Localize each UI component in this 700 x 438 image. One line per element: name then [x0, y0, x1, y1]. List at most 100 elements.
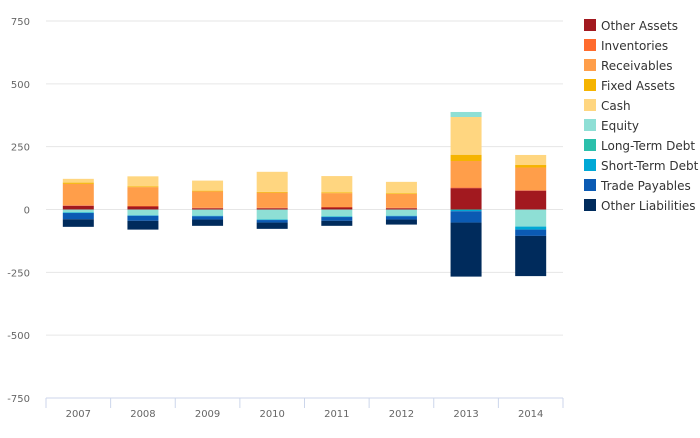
- legend-item-fixed-assets[interactable]: Fixed Assets: [584, 79, 675, 93]
- bar-inventories-2012[interactable]: [385, 207, 417, 209]
- bar-receivables-2008[interactable]: [127, 187, 159, 206]
- legend-item-long-term-debt[interactable]: Long-Term Debt: [584, 139, 695, 153]
- bar-equity-2007[interactable]: [62, 209, 94, 213]
- x-tick-label-2010: 2010: [259, 409, 284, 420]
- bar-other-assets-2014[interactable]: [515, 190, 547, 210]
- bar-fixed-assets-2011[interactable]: [321, 192, 353, 194]
- legend[interactable]: Other Assets Inventories Receivables Fixed …: [584, 19, 699, 213]
- legend-swatch: [584, 119, 596, 131]
- bar-cash-2011[interactable]: [321, 176, 353, 193]
- legend-swatch: [584, 39, 596, 51]
- legend-swatch: [584, 59, 596, 71]
- bar-other-assets-2008[interactable]: [127, 206, 159, 210]
- bar-trade-payables-2012[interactable]: [385, 216, 417, 220]
- bar-equity-2010[interactable]: [256, 209, 288, 220]
- bar-inventories-2011[interactable]: [321, 206, 353, 208]
- y-tick-label: -500: [7, 331, 30, 342]
- legend-item-inventories[interactable]: Inventories: [584, 39, 668, 53]
- bar-trade-payables-2009[interactable]: [192, 216, 224, 220]
- bar-trade-payables-2008[interactable]: [127, 215, 159, 221]
- bar-fixed-assets-2013[interactable]: [450, 154, 482, 161]
- bar-short-term-debt-2013[interactable]: [450, 210, 482, 212]
- bar-inventories-2007[interactable]: [62, 205, 94, 206]
- bar-cash-2009[interactable]: [192, 180, 224, 191]
- legend-label: Trade Payables: [600, 179, 691, 193]
- bar-other-liabilities-2014[interactable]: [515, 235, 547, 277]
- bar-other-liabilities-2007[interactable]: [62, 219, 94, 227]
- bar-trade-payables-2007[interactable]: [62, 213, 94, 220]
- legend-item-other-assets[interactable]: Other Assets: [584, 19, 678, 33]
- bar-other-assets-2009[interactable]: [192, 208, 224, 210]
- bar-trade-payables-2010[interactable]: [256, 220, 288, 223]
- bar-short-term-debt-2007[interactable]: [62, 212, 94, 214]
- bar-short-term-debt-2009[interactable]: [192, 215, 224, 217]
- x-tick-label-2011: 2011: [324, 409, 349, 420]
- bar-cash-2010[interactable]: [256, 171, 288, 192]
- bar-fixed-assets-2012[interactable]: [385, 193, 417, 194]
- x-tick-label-2014: 2014: [518, 409, 543, 420]
- bar-other-liabilities-2011[interactable]: [321, 220, 353, 226]
- bar-equity-2008[interactable]: [127, 209, 159, 216]
- bar-other-liabilities-2010[interactable]: [256, 222, 288, 229]
- bar-equity-2012[interactable]: [385, 209, 417, 216]
- legend-item-short-term-debt[interactable]: Short-Term Debt: [584, 159, 699, 173]
- legend-swatch: [584, 199, 596, 211]
- bar-fixed-assets-2014[interactable]: [515, 165, 547, 168]
- bar-other-assets-2013[interactable]: [450, 188, 482, 210]
- legend-item-receivables[interactable]: Receivables: [584, 59, 673, 73]
- bar-cash-2013[interactable]: [450, 117, 482, 155]
- bar-fixed-assets-2010[interactable]: [256, 191, 288, 193]
- bars: [62, 111, 547, 277]
- bar-other-assets-2007[interactable]: [62, 205, 94, 210]
- bar-other-assets-2012[interactable]: [385, 208, 417, 210]
- bar-receivables-2009[interactable]: [192, 191, 224, 208]
- bar-inventories-2013[interactable]: [450, 187, 482, 189]
- bar-equity-2011[interactable]: [321, 209, 353, 217]
- legend-swatch: [584, 19, 596, 31]
- bar-inventories-2009[interactable]: [192, 207, 224, 209]
- bar-other-assets-2011[interactable]: [321, 207, 353, 210]
- bar-receivables-2011[interactable]: [321, 193, 353, 207]
- bar-trade-payables-2014[interactable]: [515, 229, 547, 236]
- bar-fixed-assets-2007[interactable]: [62, 182, 94, 184]
- bar-other-assets-2010[interactable]: [256, 208, 288, 210]
- bar-receivables-2013[interactable]: [450, 160, 482, 188]
- x-tick-label-2007: 2007: [66, 409, 91, 420]
- bar-receivables-2012[interactable]: [385, 193, 417, 208]
- bar-trade-payables-2013[interactable]: [450, 211, 482, 223]
- bar-short-term-debt-2008[interactable]: [127, 215, 159, 216]
- bar-receivables-2014[interactable]: [515, 167, 547, 191]
- legend-item-other-liabilities[interactable]: Other Liabilities: [584, 199, 696, 213]
- bar-short-term-debt-2010[interactable]: [256, 219, 288, 221]
- bar-inventories-2008[interactable]: [127, 205, 159, 207]
- bar-fixed-assets-2009[interactable]: [192, 190, 224, 192]
- bar-short-term-debt-2011[interactable]: [321, 216, 353, 218]
- bar-receivables-2010[interactable]: [256, 192, 288, 208]
- bar-other-liabilities-2013[interactable]: [450, 222, 482, 277]
- bar-other-liabilities-2008[interactable]: [127, 220, 159, 230]
- bar-inventories-2014[interactable]: [515, 190, 547, 191]
- legend-item-trade-payables[interactable]: Trade Payables: [584, 179, 691, 193]
- bar-trade-payables-2011[interactable]: [321, 217, 353, 221]
- legend-swatch: [584, 179, 596, 191]
- bar-equity-2013[interactable]: [450, 111, 482, 118]
- bar-receivables-2007[interactable]: [62, 183, 94, 206]
- bar-other-liabilities-2012[interactable]: [385, 219, 417, 225]
- bar-equity-2009[interactable]: [192, 209, 224, 216]
- bar-short-term-debt-2012[interactable]: [385, 215, 417, 217]
- legend-item-cash[interactable]: Cash: [584, 99, 631, 113]
- bar-long-term-debt-2013[interactable]: [450, 209, 482, 211]
- bar-fixed-assets-2008[interactable]: [127, 186, 159, 188]
- bar-cash-2012[interactable]: [385, 181, 417, 194]
- bar-short-term-debt-2014[interactable]: [515, 226, 547, 230]
- legend-label: Other Liabilities: [601, 199, 696, 213]
- bar-cash-2007[interactable]: [62, 178, 94, 183]
- bar-cash-2008[interactable]: [127, 176, 159, 187]
- bar-cash-2014[interactable]: [515, 154, 547, 166]
- bar-equity-2014[interactable]: [515, 209, 547, 227]
- legend-item-equity[interactable]: Equity: [584, 119, 639, 133]
- legend-swatch: [584, 159, 596, 171]
- bar-inventories-2010[interactable]: [256, 207, 288, 209]
- bar-other-liabilities-2009[interactable]: [192, 219, 224, 226]
